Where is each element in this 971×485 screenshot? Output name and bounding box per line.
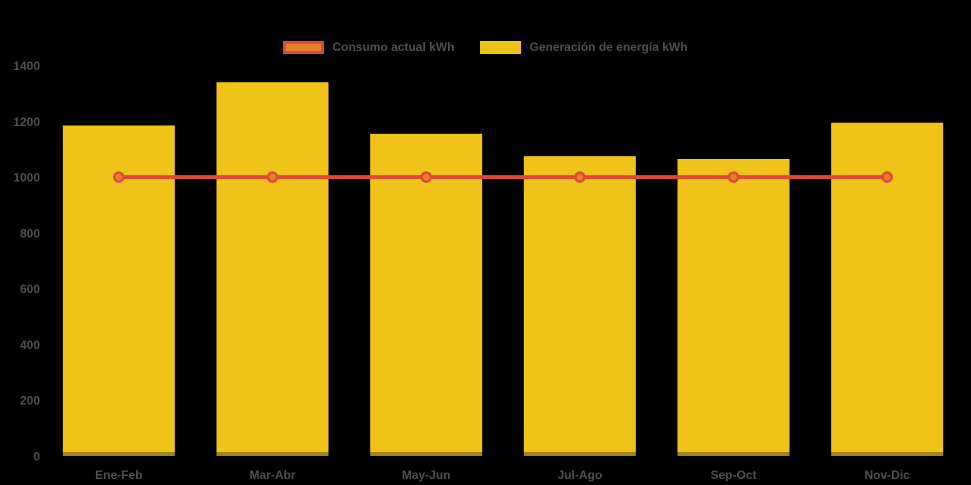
- legend-swatch-consumo: [283, 41, 325, 54]
- legend-item-consumo[interactable]: Consumo actual kWh: [283, 41, 454, 54]
- bar-Jul-Ago: [523, 156, 636, 456]
- y-axis-tick-label: 600: [20, 282, 40, 296]
- bar-Sep-Oct: [677, 158, 790, 456]
- y-axis-tick-label: 1000: [13, 171, 40, 185]
- y-axis-tick-label: 200: [20, 394, 40, 408]
- x-axis-label-Mar-Abr: Mar-Abr: [249, 468, 295, 482]
- x-axis-label-Sep-Oct: Sep-Oct: [710, 468, 756, 482]
- legend-label-generacion: Generación de energía kWh: [529, 40, 688, 54]
- line-marker-May-Jun: [420, 171, 432, 183]
- x-axis-label-May-Jun: May-Jun: [402, 468, 451, 482]
- line-marker-Jul-Ago: [574, 171, 586, 183]
- y-axis-tick-label: 0: [33, 450, 40, 464]
- legend-swatch-generacion: [480, 41, 522, 54]
- line-marker-Mar-Abr: [266, 171, 279, 183]
- bar-May-Jun: [370, 133, 483, 456]
- y-axis-tick-label: 1400: [13, 59, 40, 73]
- x-axis-label-Ene-Feb: Ene-Feb: [95, 468, 142, 482]
- y-axis-tick-label: 800: [20, 226, 40, 240]
- line-marker-Nov-Dic: [881, 171, 893, 183]
- bar-Mar-Abr: [216, 82, 329, 456]
- chart-legend: Consumo actual kWh Generación de energía…: [0, 41, 971, 54]
- legend-item-generacion[interactable]: Generación de energía kWh: [480, 40, 688, 54]
- x-axis-label-Jul-Ago: Jul-Ago: [557, 468, 602, 482]
- line-marker-Sep-Oct: [727, 171, 740, 183]
- line-marker-Ene-Feb: [113, 171, 125, 183]
- y-axis-tick-label: 1200: [13, 115, 40, 129]
- y-axis-tick-label: 400: [20, 338, 40, 352]
- x-axis-label-Nov-Dic: Nov-Dic: [864, 468, 910, 482]
- legend-label-consumo: Consumo actual kWh: [332, 40, 455, 54]
